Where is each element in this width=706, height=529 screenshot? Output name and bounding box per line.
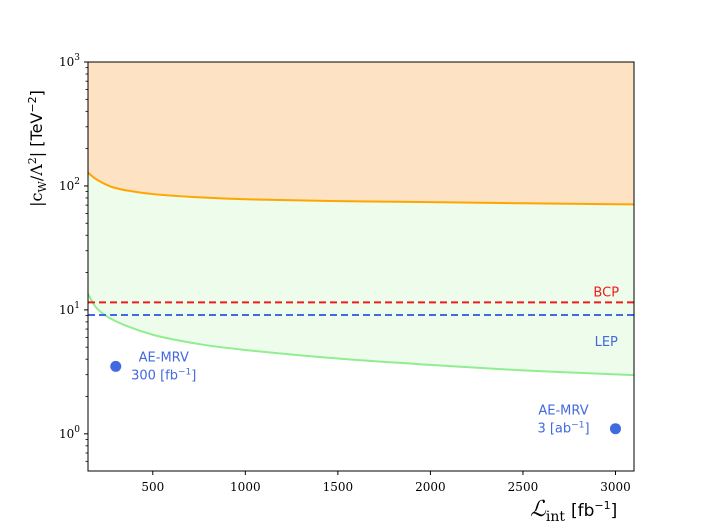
x-axis-label-main: ℒ xyxy=(530,497,547,522)
ae-mrv-300-label-pre: 300 [fb xyxy=(131,368,178,383)
y-axis-label-unit-sup: −2 xyxy=(26,96,39,112)
x-tick-label: 1000 xyxy=(230,480,261,494)
x-axis-label-sub: int xyxy=(546,509,565,525)
x-tick-label: 2500 xyxy=(508,480,539,494)
x-axis-label-unit: [fb xyxy=(571,501,594,521)
ae-mrv-300-label-sup: −1 xyxy=(178,367,191,377)
ae-mrv-3ab-label-post: ] xyxy=(584,422,589,437)
y-axis-label-sup2: 2 xyxy=(26,157,39,164)
point-layer xyxy=(110,360,621,435)
line-layer xyxy=(87,171,635,377)
y-axis-label-close: | [TeV xyxy=(27,113,46,158)
ae-mrv-300-label-line2: 300 [fb−1] xyxy=(131,367,196,383)
x-axis-label-unit-sup: −1 xyxy=(594,499,610,512)
y-tick-label: 102 xyxy=(59,177,80,193)
ae-mrv-300-label-post: ] xyxy=(191,368,196,383)
ae-mrv-300-point xyxy=(110,360,122,372)
plot-frame xyxy=(87,61,635,472)
x-axis: 500 1000 1500 2000 2500 3000 xyxy=(141,471,631,494)
y-tick-label: 103 xyxy=(59,53,80,69)
ae-mrv-3ab-point xyxy=(609,423,621,435)
ae-mrv-3ab-label-pre: 3 [ab xyxy=(537,422,571,437)
y-axis-label-sub: W xyxy=(36,180,49,192)
fill-layer xyxy=(88,62,634,376)
y-tick-label: 101 xyxy=(59,301,80,317)
green-region-fill xyxy=(88,172,634,376)
y-axis-label: |cW/Λ2| [TeV−2] xyxy=(26,90,49,207)
y-axis: 100 101 102 103 xyxy=(59,53,88,462)
x-tick-label: 3000 xyxy=(600,480,631,494)
x-tick-label: 2000 xyxy=(415,480,446,494)
x-tick-label: 1500 xyxy=(323,480,354,494)
y-axis-label-mid: /Λ xyxy=(27,164,46,181)
orange-region-fill xyxy=(88,62,634,205)
ae-mrv-3ab-label-sup: −1 xyxy=(571,421,584,431)
series-line-lower-bound xyxy=(87,293,635,377)
lep-label: LEP xyxy=(595,335,618,350)
ae-mrv-300-label-line1: AE-MRV xyxy=(139,350,189,365)
series-line-upper-bound xyxy=(87,171,635,206)
y-axis-label-open: |c xyxy=(27,192,46,206)
x-tick-label: 500 xyxy=(141,480,164,494)
ae-mrv-3ab-label-line1: AE-MRV xyxy=(538,404,588,419)
x-axis-label: ℒint [fb−1] xyxy=(530,497,617,525)
y-axis-label-unit-close: ] xyxy=(27,90,46,96)
y-tick-label: 100 xyxy=(59,425,80,441)
ae-mrv-3ab-label-line2: 3 [ab−1] xyxy=(537,421,589,437)
bcp-label: BCP xyxy=(593,285,619,300)
x-axis-label-unit-close: ] xyxy=(611,501,618,521)
